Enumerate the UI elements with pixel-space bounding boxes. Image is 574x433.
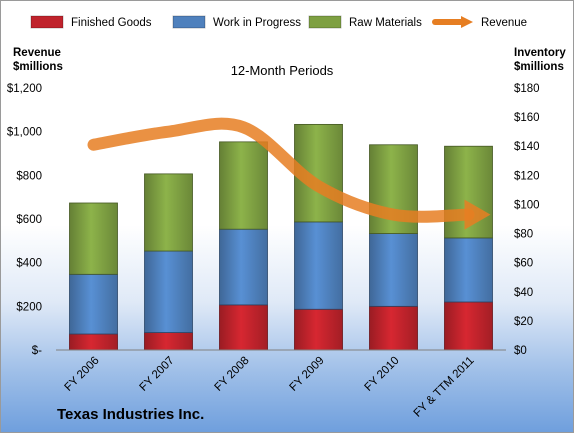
- category-label: FY & TTM 2011: [412, 355, 477, 420]
- left-axis-title-line: Revenue: [13, 47, 61, 59]
- right-axis-title: Inventory $millions: [514, 47, 566, 73]
- right-axis-title-line: Inventory: [514, 47, 566, 59]
- right-tick-label: $20: [514, 316, 533, 328]
- revenue-line-arrowhead: [464, 199, 491, 230]
- company-name: Texas Industries Inc.: [57, 406, 204, 423]
- legend-swatch-work-in-progress: [172, 15, 206, 29]
- bar-raw-materials: [219, 141, 268, 230]
- chart-title: 12-Month Periods: [231, 63, 334, 78]
- bar-work-in-progress: [294, 221, 343, 310]
- category-label: FY 2006: [63, 355, 102, 394]
- right-axis-title-line: $millions: [514, 61, 564, 73]
- revenue-line-path: [87, 117, 475, 223]
- revenue-line: [87, 117, 491, 230]
- bar-raw-materials: [144, 173, 193, 252]
- left-axis-title: Revenue $millions: [13, 47, 63, 73]
- bar-work-in-progress: [444, 237, 493, 303]
- bar-finished-goods: [294, 308, 343, 351]
- bars: [69, 123, 493, 351]
- left-tick-label: $1,000: [7, 127, 42, 139]
- bar-raw-materials: [69, 202, 118, 275]
- legend-swatch-finished-goods: [30, 15, 64, 29]
- legend-label-finished-goods: Finished Goods: [71, 17, 152, 29]
- legend-arrow-revenue: [461, 16, 473, 28]
- left-tick-label: $-: [32, 345, 42, 357]
- bar-work-in-progress: [69, 273, 118, 335]
- right-tick-label: $80: [514, 229, 533, 241]
- category-label: FY 2007: [138, 355, 177, 394]
- category-label: FY 2009: [288, 355, 327, 394]
- left-tick-label: $400: [16, 258, 42, 270]
- legend-label-raw-materials: Raw Materials: [349, 17, 422, 29]
- bar-work-in-progress: [144, 250, 193, 333]
- bar-finished-goods: [144, 332, 193, 351]
- left-tick-label: $600: [16, 214, 42, 226]
- right-tick-label: $120: [514, 170, 540, 182]
- right-tick-label: $0: [514, 345, 527, 357]
- bar-finished-goods: [219, 304, 268, 351]
- left-axis-ticks: $- $200 $400 $600 $800 $1,000 $1,200: [7, 83, 42, 357]
- bar-finished-goods: [69, 333, 118, 351]
- right-tick-label: $180: [514, 83, 540, 95]
- legend-swatch-raw-materials: [308, 15, 342, 29]
- right-tick-label: $40: [514, 287, 533, 299]
- left-tick-label: $800: [16, 170, 42, 182]
- right-tick-label: $60: [514, 258, 533, 270]
- bar-work-in-progress: [219, 228, 268, 306]
- right-tick-label: $140: [514, 141, 540, 153]
- bar-work-in-progress: [369, 233, 418, 307]
- right-tick-label: $160: [514, 112, 540, 124]
- left-tick-label: $1,200: [7, 83, 42, 95]
- category-label: FY 2008: [213, 355, 252, 394]
- right-axis-ticks: $0 $20 $40 $60 $80 $100 $120 $140 $160 $180: [514, 83, 540, 357]
- bar-finished-goods: [369, 305, 418, 351]
- left-tick-label: $200: [16, 301, 42, 313]
- legend-label-work-in-progress: Work in Progress: [213, 17, 301, 29]
- bar-finished-goods: [444, 301, 493, 351]
- right-tick-label: $100: [514, 199, 540, 211]
- left-axis-title-line: $millions: [13, 61, 63, 73]
- category-label: FY 2010: [363, 355, 402, 394]
- legend: Finished Goods Work in Progress Raw Materi…: [30, 15, 527, 29]
- legend-label-revenue: Revenue: [481, 17, 527, 29]
